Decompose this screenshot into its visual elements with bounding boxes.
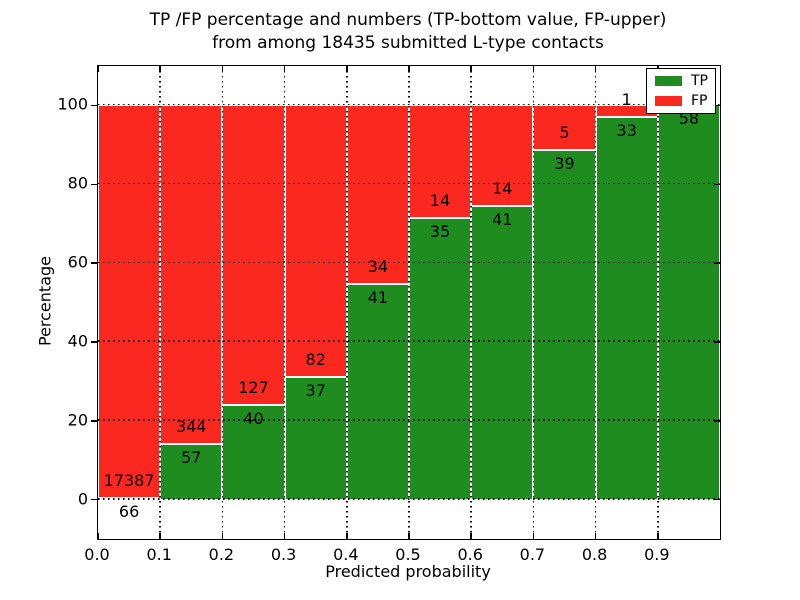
y-tick-mark [91,420,97,422]
vertical-gridline [346,66,348,539]
fp-bar-segment [284,105,347,378]
vertical-gridline [159,66,161,539]
y-tick-mark [91,183,97,185]
x-tick-mark [346,66,348,72]
fp-count-label: 14 [429,191,451,211]
x-tick-label: 0.6 [457,545,483,564]
x-tick-label: 0.8 [581,545,608,564]
y-tick-mark [714,262,720,264]
legend-item: TP [647,73,715,89]
vertical-gridline [283,66,286,539]
fp-count-label: 344 [176,416,207,436]
x-axis-label: Predicted probability [325,562,491,581]
y-tick-label: 20 [67,410,88,430]
fp-count-label: 17387 [103,471,155,491]
x-tick-mark [97,533,99,539]
x-tick-mark [283,66,286,72]
x-tick-mark [159,533,161,539]
y-tick-mark [91,262,97,264]
x-tick-mark [532,66,535,72]
y-tick-mark [91,498,97,501]
legend-item-label: FP [691,92,708,109]
y-tick-mark [91,341,97,343]
plot-area: TP FP 17387 66 344 57 127 40 82 37 34 41 14 35 14 41 5 3… [91,65,721,540]
tp-bar-segment [346,284,409,500]
fp-count-label: 127 [238,378,269,398]
tp-bar-segment [657,105,720,500]
x-tick-mark [97,66,99,72]
fp-legend-patch [655,95,682,106]
tp-count-label: 35 [429,222,451,242]
tp-count-label: 66 [118,502,140,522]
x-tick-label: 0.0 [84,545,110,564]
y-tick-label: 60 [67,252,88,272]
x-tick-mark [159,66,161,72]
tp-bar-segment [595,117,658,500]
vertical-gridline [221,66,224,539]
fp-count-label: 34 [367,257,389,277]
legend-item-label: TP [691,73,708,90]
x-tick-label: 0.2 [208,545,235,564]
tp-count-label: 37 [305,381,326,401]
x-tick-mark [594,533,597,539]
fp-count-label: 14 [492,178,513,198]
tp-count-label: 39 [554,154,575,174]
tp-count-label: 40 [243,409,264,429]
y-tick-label: 40 [67,331,88,351]
y-tick-label: 0 [77,489,88,509]
fp-bar-segment [222,105,285,406]
tp-count-label: 41 [492,209,513,229]
tp-bar-segment [471,205,534,500]
legend: TP FP [646,68,716,114]
tp-count-label: 57 [181,447,202,467]
vertical-gridline [532,66,535,539]
x-tick-label: 0.9 [644,545,670,564]
vertical-gridline [594,66,597,539]
x-tick-mark [221,66,224,72]
tp-count-label: 33 [616,121,637,141]
fp-count-label: 5 [559,123,570,143]
x-tick-label: 0.4 [333,545,359,564]
y-tick-mark [714,183,720,185]
chart-title: TP /FP percentage and numbers (TP-bottom… [149,10,667,53]
x-tick-mark [532,533,535,539]
x-tick-label: 0.1 [146,545,172,564]
tp-bar-segment [533,150,596,500]
x-tick-mark [283,533,286,539]
x-tick-mark [470,533,472,539]
y-tick-mark [714,498,720,501]
fp-count-label: 82 [305,350,326,370]
x-tick-mark [346,533,348,539]
x-tick-mark [221,533,224,539]
x-tick-mark [470,66,472,72]
x-tick-label: 0.7 [519,545,546,564]
y-tick-label: 80 [67,173,88,193]
x-tick-mark [594,66,597,72]
tp-count-label: 58 [678,109,700,129]
x-tick-mark [408,66,410,72]
fp-bar-segment [160,105,223,444]
x-tick-mark [657,533,659,539]
tp-bar-segment [409,218,472,500]
vertical-gridline [657,66,659,539]
x-tick-label: 0.5 [395,545,421,564]
vertical-gridline [470,66,472,539]
vertical-gridline [408,66,410,539]
y-tick-mark [91,104,97,107]
x-tick-label: 0.3 [270,545,297,564]
fp-bar-segment [98,105,161,499]
x-tick-mark [408,533,410,539]
fp-count-label: 1 [621,90,632,110]
y-tick-mark [714,341,720,343]
y-tick-label: 100 [57,94,88,114]
tp-legend-patch [655,76,682,87]
y-tick-mark [714,420,720,422]
legend-item: FP [647,93,715,109]
tp-count-label: 41 [367,288,389,308]
y-tick-mark [714,104,720,107]
fp-bar-segment [471,105,534,206]
fp-bar-segment [533,105,596,151]
